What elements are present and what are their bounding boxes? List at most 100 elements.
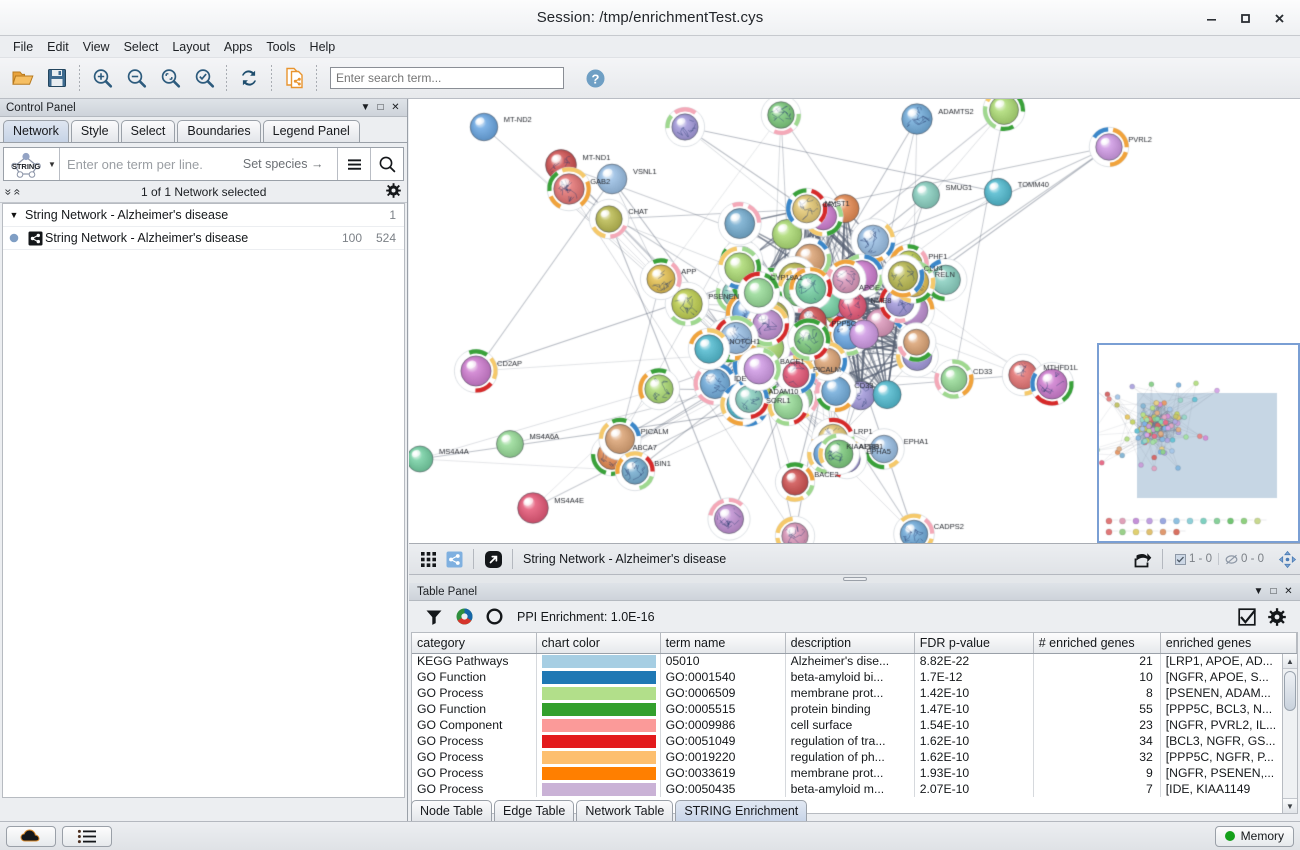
cell-term-name: GO:0050435	[660, 781, 786, 797]
table-vertical-scrollbar[interactable]: ▲ ▼	[1282, 654, 1297, 813]
string-source-caret-icon[interactable]: ▼	[48, 159, 56, 169]
table-row[interactable]: GO Process GO:0033619 membrane prot... 1.93…	[412, 765, 1297, 781]
zoom-out-icon[interactable]	[119, 61, 153, 95]
navigator-canvas[interactable]	[1099, 345, 1298, 541]
column-header-chart-color[interactable]: chart color	[536, 633, 661, 654]
cell-enriched-genes: [IDE, KIAA1149	[1160, 781, 1297, 797]
fit-content-icon[interactable]	[1274, 547, 1300, 571]
column-header-enriched-genes[interactable]: enriched genes	[1160, 633, 1297, 654]
string-logo-icon[interactable]: STRING	[4, 148, 48, 180]
network-tree-root-row[interactable]: ▼ String Network - Alzheimer's disease 1	[3, 204, 404, 227]
network-settings-gear-icon[interactable]	[386, 182, 401, 201]
cloud-icon-button[interactable]	[6, 825, 56, 847]
table-row[interactable]: GO Component GO:0009986 cell surface 1.54E-…	[412, 717, 1297, 733]
menu-help[interactable]: Help	[309, 39, 336, 54]
column-header-description[interactable]: description	[785, 633, 915, 654]
zoom-in-icon[interactable]	[85, 61, 119, 95]
table-panel-float-icon[interactable]: ▼	[1253, 586, 1264, 597]
memory-status-button[interactable]: Memory	[1214, 825, 1294, 847]
task-list-icon-button[interactable]	[62, 825, 112, 847]
tab-edge-table[interactable]: Edge Table	[494, 800, 575, 821]
birds-eye-navigator[interactable]	[1097, 343, 1300, 543]
string-term-input[interactable]: Enter one term per line. Set species →	[59, 148, 337, 180]
open-folder-icon[interactable]	[6, 61, 40, 95]
menu-view[interactable]: View	[82, 39, 110, 54]
scroll-up-arrow-icon[interactable]: ▲	[1283, 654, 1297, 669]
close-button[interactable]	[1262, 3, 1296, 33]
selected-nodes-counter[interactable]: 1 - 0	[1169, 553, 1218, 565]
tab-legend-panel[interactable]: Legend Panel	[262, 120, 360, 142]
expand-all-icon[interactable]: «	[10, 188, 25, 195]
zoom-fit-selected-icon[interactable]	[187, 61, 221, 95]
tree-expand-triangle-icon[interactable]: ▼	[9, 210, 19, 220]
tab-network[interactable]: Network	[3, 120, 69, 142]
refresh-icon[interactable]	[232, 61, 266, 95]
node-select-checkbox-icon	[1174, 553, 1186, 565]
splitter-grip[interactable]	[842, 577, 867, 581]
column-header-enriched-count[interactable]: # enriched genes	[1033, 633, 1161, 654]
grid-view-icon[interactable]	[415, 547, 441, 571]
scrollbar-thumb[interactable]	[1284, 671, 1296, 711]
zoom-fit-network-icon[interactable]	[153, 61, 187, 95]
menu-tools[interactable]: Tools	[266, 39, 296, 54]
cell-chart-color	[536, 781, 661, 797]
table-row[interactable]: GO Process GO:0006509 membrane prot... 1.42…	[412, 685, 1297, 701]
menu-select[interactable]: Select	[123, 39, 159, 54]
tab-select[interactable]: Select	[120, 120, 176, 142]
table-row[interactable]: GO Process GO:0051049 regulation of tra...…	[412, 733, 1297, 749]
menu-layout[interactable]: Layout	[172, 39, 210, 54]
panel-splitter[interactable]	[409, 575, 1300, 583]
tab-boundaries[interactable]: Boundaries	[177, 120, 261, 142]
menu-apps[interactable]: Apps	[223, 39, 253, 54]
table-row[interactable]: GO Process GO:0050435 beta-amyloid m... 2.0…	[412, 781, 1297, 797]
scroll-down-arrow-icon[interactable]: ▼	[1283, 798, 1297, 813]
help-icon[interactable]: ?	[578, 61, 612, 95]
network-tree-child-row[interactable]: String Network - Alzheimer's disease 100…	[3, 227, 404, 250]
table-row[interactable]: GO Function GO:0001540 beta-amyloid bi... 1…	[412, 669, 1297, 685]
string-search-icon[interactable]	[370, 148, 403, 180]
pie-chart-icon[interactable]	[449, 604, 479, 630]
table-panel-maximize-icon[interactable]: □	[1270, 586, 1277, 597]
gear-icon[interactable]	[1262, 604, 1292, 630]
cell-enriched-genes: [BCL3, NGFR, GS...	[1160, 733, 1297, 749]
search-input[interactable]	[330, 67, 564, 89]
control-panel-float-icon[interactable]: ▼	[360, 102, 371, 113]
filter-funnel-icon[interactable]	[419, 604, 449, 630]
string-view-icon[interactable]	[441, 547, 467, 571]
selected-nodes-count: 1 - 0	[1188, 553, 1212, 565]
set-species-link[interactable]: Set species →	[242, 157, 324, 171]
edge-select-icon	[1225, 554, 1238, 564]
menu-file[interactable]: File	[13, 39, 34, 54]
table-row[interactable]: GO Function GO:0005515 protein binding 1.47…	[412, 701, 1297, 717]
export-network-icon[interactable]	[277, 61, 311, 95]
control-panel-maximize-icon[interactable]: □	[377, 102, 384, 113]
column-header-fdr-pvalue[interactable]: FDR p-value	[914, 633, 1034, 654]
tab-network-table[interactable]: Network Table	[576, 800, 674, 821]
string-network-icon	[25, 231, 45, 246]
cell-term-name: GO:0006509	[660, 685, 786, 701]
chart-color-swatch	[541, 670, 656, 684]
menu-bar: File Edit View Select Layout Apps Tools …	[0, 36, 1300, 58]
menu-edit[interactable]: Edit	[47, 39, 69, 54]
tab-style[interactable]: Style	[70, 120, 119, 142]
maximize-button[interactable]	[1228, 3, 1262, 33]
table-row[interactable]: GO Process GO:0019220 regulation of ph... 1…	[412, 749, 1297, 765]
checkbox-icon[interactable]	[1232, 604, 1262, 630]
table-row[interactable]: KEGG Pathways 05010 Alzheimer's dise... 8.8…	[412, 653, 1297, 669]
save-disk-icon[interactable]	[40, 61, 74, 95]
tab-node-table[interactable]: Node Table	[411, 800, 493, 821]
share-export-icon[interactable]	[1130, 547, 1156, 571]
column-header-term-name[interactable]: term name	[660, 633, 786, 654]
enrichment-table-wrapper[interactable]: category chart color term name descripti…	[411, 632, 1298, 814]
network-view[interactable]	[409, 99, 1300, 544]
selected-edges-counter[interactable]: 0 - 0	[1217, 553, 1270, 565]
string-options-icon[interactable]	[337, 148, 370, 180]
column-header-category[interactable]: category	[412, 633, 537, 654]
donut-chart-icon[interactable]	[479, 604, 509, 630]
control-panel-close-icon[interactable]: ✕	[391, 102, 400, 113]
minimize-button[interactable]	[1194, 3, 1228, 33]
arrow-mode-icon[interactable]	[480, 547, 506, 571]
table-panel-close-icon[interactable]: ✕	[1284, 586, 1293, 597]
tab-string-enrichment[interactable]: STRING Enrichment	[675, 800, 808, 821]
network-view-title: String Network - Alzheimer's disease	[523, 552, 727, 566]
